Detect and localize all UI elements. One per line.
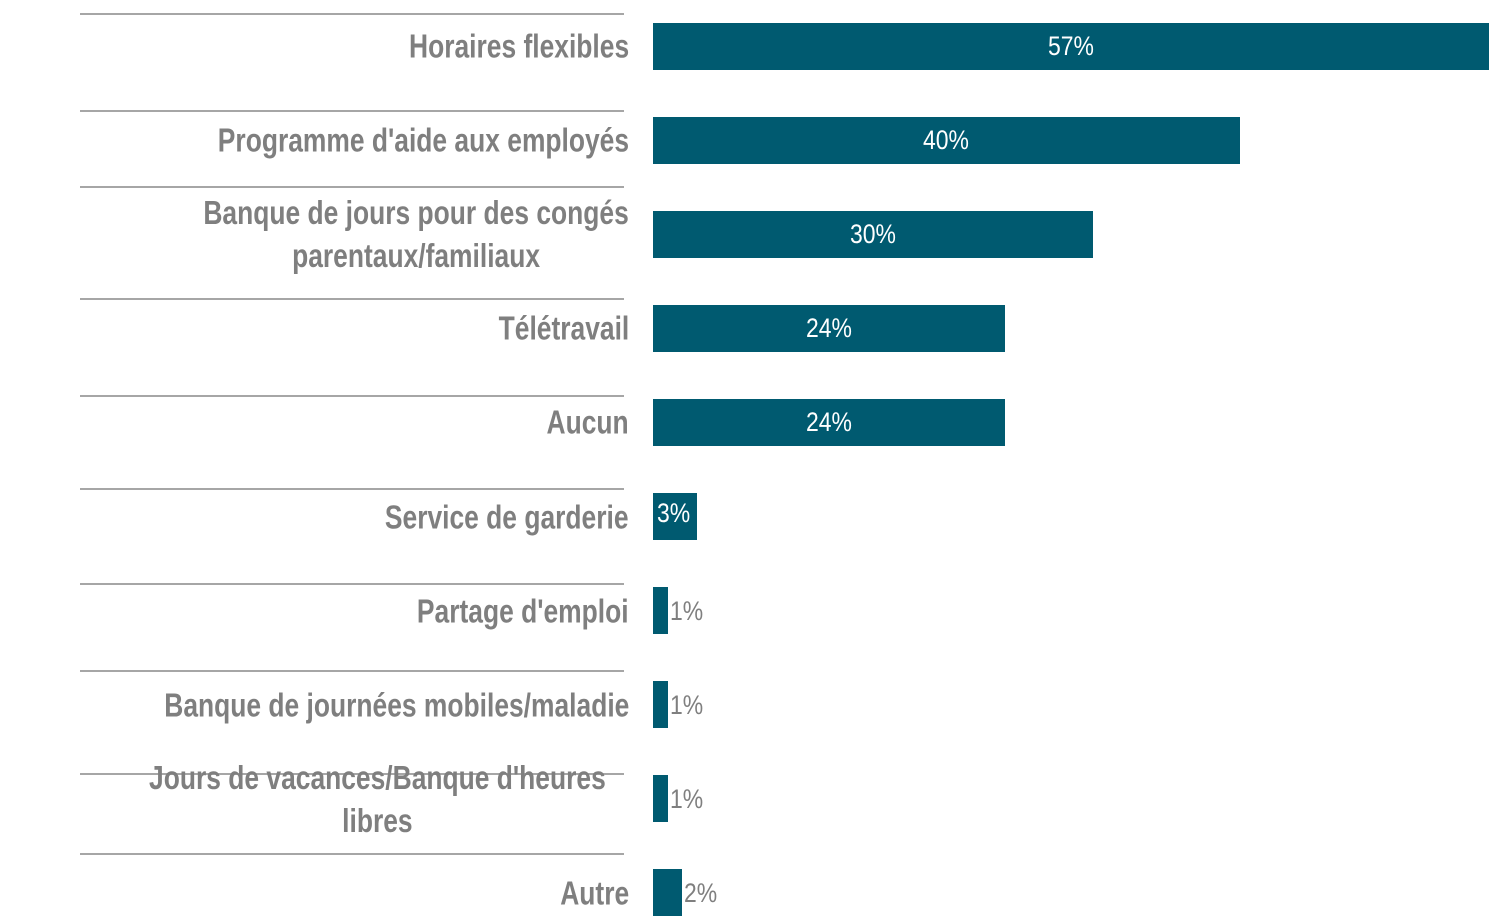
value-label: 1%: [669, 689, 703, 720]
category-label: Aucun: [546, 403, 629, 441]
separator-line: [80, 773, 624, 775]
bar: [653, 304, 1005, 352]
bar: [653, 869, 683, 916]
value-label: 40%: [923, 125, 970, 156]
value-label: 24%: [806, 313, 852, 344]
separator-line: [80, 186, 624, 188]
bar: [653, 22, 1489, 70]
bar: [653, 587, 668, 635]
value-label: 1%: [669, 595, 703, 626]
category-label: Autre: [560, 874, 629, 912]
value-label: 57%: [1048, 31, 1094, 61]
bar: [653, 210, 1093, 258]
category-label: Programme d'aide aux employés: [217, 121, 629, 159]
category-label: Banque de jours pour des congés parentau…: [203, 194, 629, 275]
category-label: Service de garderie: [385, 498, 629, 535]
bar: [653, 398, 1005, 446]
bar: [653, 493, 697, 540]
category-label: Télétravail: [498, 309, 629, 347]
separator-line: [80, 110, 624, 112]
value-label: 2%: [684, 877, 718, 908]
category-label: Horaires flexibles: [408, 27, 629, 65]
category-label: Jours de vacances/Banque d'heures libres: [149, 758, 606, 839]
value-label: 30%: [850, 219, 896, 250]
value-label: 1%: [669, 783, 703, 814]
value-label: 24%: [806, 407, 852, 438]
separator-line: [80, 395, 624, 397]
bar: [653, 681, 668, 729]
category-label: Partage d'emploi: [417, 592, 629, 630]
value-label: 3%: [657, 497, 691, 528]
category-label: Banque de journées mobiles/maladie: [163, 686, 629, 724]
separator-line: [80, 853, 624, 855]
bar: [653, 775, 668, 823]
separator-line: [80, 670, 624, 672]
separator-line: [80, 488, 624, 490]
separator-line: [80, 583, 624, 585]
separator-line: [80, 13, 624, 15]
separator-line: [80, 298, 624, 300]
bar: [653, 116, 1240, 164]
